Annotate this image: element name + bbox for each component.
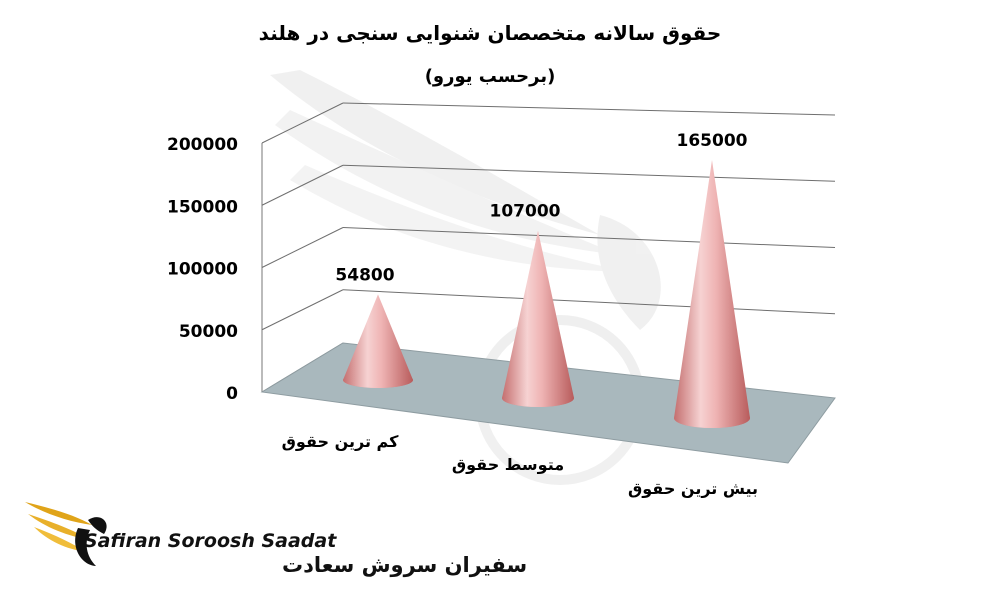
data-label-1: 54800	[335, 265, 394, 285]
y-tick-label: 50000	[179, 322, 238, 342]
cone-3	[674, 160, 750, 428]
gridline-back-1	[342, 289, 836, 315]
y-tick-label: 100000	[167, 260, 238, 280]
cone-2	[502, 230, 574, 407]
brand-name-en: Safiran Soroosh Saadat	[84, 530, 337, 552]
data-label-2: 107000	[490, 202, 561, 222]
category-labels: کم ترین حقوق متوسط حقوق بیش ترین حقوق	[282, 432, 758, 498]
cone-body	[502, 230, 574, 407]
gridline-back-2	[342, 227, 836, 248]
y-axis-tick-labels: 0 50000 100000 150000 200000	[167, 135, 238, 404]
gridlines	[261, 102, 836, 331]
y-tick-label: 150000	[167, 197, 238, 217]
data-label-3: 165000	[677, 131, 748, 151]
chart-title: حقوق سالانه متخصصان شنوایی سنجی در هلند	[259, 21, 722, 45]
gridline-back-4	[342, 102, 836, 116]
watermark-logo	[270, 70, 661, 485]
gridline-side-2	[261, 227, 344, 268]
category-label-2: متوسط حقوق	[452, 455, 564, 474]
cone-body	[674, 160, 750, 428]
data-labels: 54800 107000 165000	[335, 131, 747, 285]
y-tick-label: 200000	[167, 135, 238, 155]
chart-subtitle: (برحسب یورو)	[425, 66, 556, 87]
gridline-side-4	[261, 102, 344, 144]
brand-name-fa: سفیران سروش سعادت	[282, 553, 527, 577]
brand-logo: Safiran Soroosh Saadat سفیران سروش سعادت	[25, 502, 527, 577]
category-label-3: بیش ترین حقوق	[628, 479, 758, 498]
y-tick-label: 0	[226, 384, 238, 404]
cone-body	[343, 294, 413, 388]
gridline-side-3	[261, 164, 344, 206]
category-label-1: کم ترین حقوق	[282, 432, 399, 451]
gridline-back-3	[342, 164, 836, 182]
gold-wing-logo-icon	[25, 502, 107, 566]
cones	[343, 160, 750, 428]
cone-1	[343, 294, 413, 388]
gridline-side-1	[261, 289, 344, 331]
